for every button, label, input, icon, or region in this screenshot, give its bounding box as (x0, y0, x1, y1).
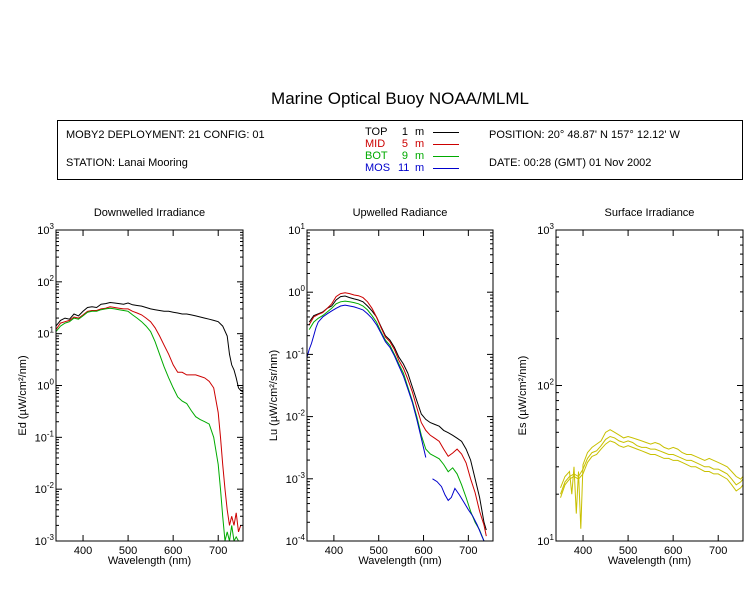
y-axis-label: Lu (µW/cm²/sr/nm) (268, 350, 280, 441)
depth-unit: m (415, 126, 425, 138)
x-tick-label: 400 (574, 545, 592, 557)
x-tick-label: 700 (709, 545, 727, 557)
deployment-text: MOBY2 DEPLOYMENT: 21 CONFIG: 01 (66, 129, 265, 141)
x-tick-label: 600 (664, 545, 682, 557)
y-tick-label: 103 (37, 222, 54, 237)
series-line-mid (56, 306, 242, 533)
date-text: DATE: 00:28 (GMT) 01 Nov 2002 (489, 157, 652, 169)
y-tick-label: 102 (537, 378, 554, 393)
legend-swatch (433, 144, 459, 145)
depth-name: MID (365, 138, 386, 150)
depth-value: 1 (401, 126, 408, 138)
depth-name: TOP (365, 126, 388, 138)
depth-value: 9 (401, 150, 408, 162)
chart-title: Surface Irradiance (605, 207, 695, 219)
legend-swatch (433, 132, 459, 133)
x-tick-label: 500 (619, 545, 637, 557)
y-tick-label: 102 (37, 274, 54, 289)
plot-frame (55, 229, 244, 542)
position-text: POSITION: 20° 48.87' N 157° 12.12' W (489, 129, 680, 141)
depth-value: 11 (398, 162, 410, 174)
y-tick-label: 10-2 (286, 409, 306, 424)
chart-title: Upwelled Radiance (353, 207, 448, 219)
x-axis-label: Wavelength (nm) (358, 555, 441, 567)
depth-value: 5 (401, 138, 408, 150)
x-tick-label: 500 (370, 545, 388, 557)
chart-panel-2: 400 500 600 700 10-4 10-3 10-2 10-1 100 101 Upwell… (268, 207, 494, 567)
info-box: MOBY2 DEPLOYMENT: 21 CONFIG: 01 STATION:… (57, 120, 743, 180)
y-tick-label: 100 (288, 284, 305, 299)
series-line-bot (56, 307, 241, 541)
depth-unit: m (415, 150, 425, 162)
station-text: STATION: Lanai Mooring (66, 157, 188, 169)
y-tick-label: 103 (537, 222, 554, 237)
legend-swatch (433, 168, 459, 169)
x-tick-label: 600 (414, 545, 432, 557)
y-tick-label: 10-1 (286, 346, 306, 361)
y-tick-label: 101 (37, 326, 54, 341)
x-axis-label: Wavelength (nm) (608, 555, 691, 567)
y-tick-label: 101 (288, 222, 305, 237)
series-line-top (56, 301, 243, 393)
y-tick-label: 10-2 (35, 481, 55, 496)
series-line-es (560, 435, 743, 495)
x-tick-label: 500 (119, 545, 137, 557)
y-axis-label: Ed (µW/cm²/nm) (17, 355, 29, 435)
x-tick-label: 400 (325, 545, 343, 557)
series-line-es (560, 429, 743, 529)
x-tick-label: 400 (74, 545, 92, 557)
depth-unit: m (415, 138, 425, 150)
series-line-top (308, 295, 487, 531)
depth-name: MOS (365, 162, 391, 174)
x-tick-label: 700 (209, 545, 227, 557)
y-axis-label: Es (µW/cm²/nm) (517, 356, 529, 436)
series-line-es (560, 440, 743, 498)
y-tick-label: 10-3 (35, 533, 55, 548)
x-axis-label: Wavelength (nm) (108, 555, 191, 567)
legend-swatch (433, 156, 459, 157)
chart-panel-1: 400 500 600 700 10-3 10-2 10-1 100 101 102 103 Down… (17, 207, 244, 567)
depth-unit: m (415, 162, 425, 174)
depth-name: BOT (365, 150, 388, 162)
y-tick-label: 10-4 (286, 533, 306, 548)
series-line-mid (308, 292, 487, 537)
y-tick-label: 10-1 (35, 429, 55, 444)
x-tick-label: 600 (164, 545, 182, 557)
y-tick-label: 10-3 (286, 471, 306, 486)
x-tick-label: 700 (459, 545, 477, 557)
chart-title: Downwelled Irradiance (94, 207, 205, 219)
page-title: Marine Optical Buoy NOAA/MLML (271, 89, 529, 108)
plot-frame (555, 229, 744, 542)
y-tick-label: 100 (37, 378, 54, 393)
series-line-mos (307, 304, 427, 458)
series-line-mos (432, 478, 485, 541)
chart-panel-3: 400 500 600 700 101 102 103 Surface Irradiance W… (517, 207, 744, 567)
plot-frame (306, 229, 494, 542)
series-line-bot (308, 300, 487, 541)
y-tick-label: 101 (537, 533, 554, 548)
